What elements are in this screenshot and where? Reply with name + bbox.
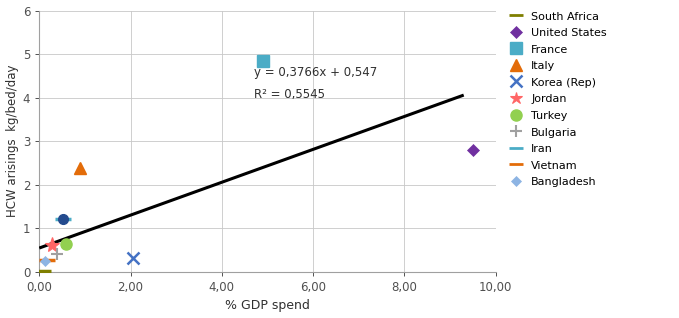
Text: R² = 0,5545: R² = 0,5545 — [254, 88, 325, 101]
Y-axis label: HCW arisings  kg/bed/day: HCW arisings kg/bed/day — [5, 65, 18, 218]
X-axis label: % GDP spend: % GDP spend — [225, 300, 310, 313]
Text: y = 0,3766x + 0,547: y = 0,3766x + 0,547 — [254, 66, 377, 79]
Legend: South Africa, United States, France, Italy, Korea (Rep), Jordan, Turkey, Bulgari: South Africa, United States, France, Ita… — [506, 11, 607, 187]
